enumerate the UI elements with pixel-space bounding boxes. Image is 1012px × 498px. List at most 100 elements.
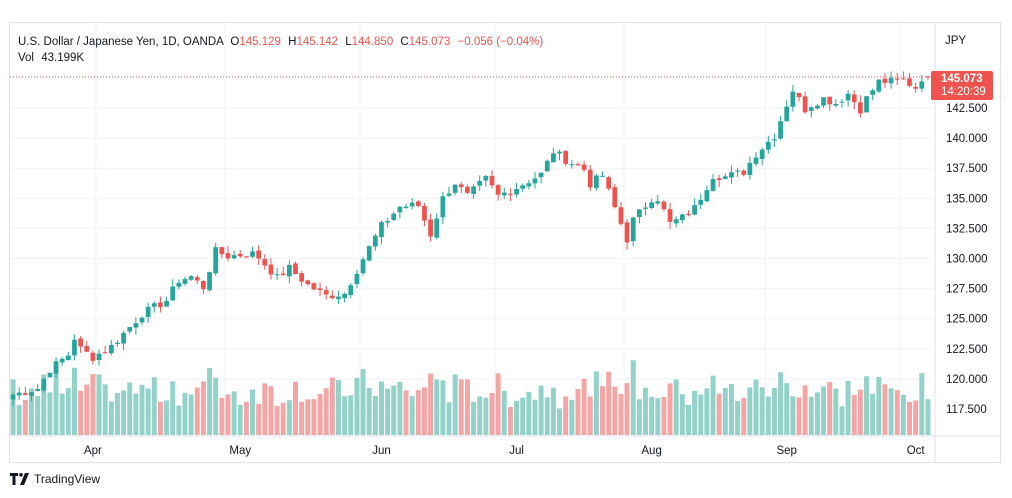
volume-bar	[741, 397, 747, 435]
candle-body	[870, 90, 876, 95]
volume-bar	[421, 387, 427, 435]
candle-body	[440, 196, 446, 218]
candle-body	[96, 353, 102, 361]
candle-body	[532, 178, 538, 184]
candle-body	[41, 378, 47, 391]
volume-bar	[471, 401, 477, 435]
volume-bar	[434, 379, 440, 435]
candle-body	[839, 101, 845, 103]
candle-body	[925, 76, 931, 78]
candle-body	[575, 164, 581, 166]
volume-bar	[243, 401, 249, 435]
brand-attribution[interactable]: TradingView	[10, 472, 100, 486]
volume-bar	[778, 372, 784, 435]
volume-bar	[225, 394, 231, 435]
volume-bar	[102, 384, 108, 435]
candle-body	[845, 93, 851, 101]
candle-body	[483, 175, 489, 181]
volume-bar	[495, 373, 501, 435]
volume-bar	[636, 399, 642, 435]
y-tick-label: 120.000	[946, 374, 988, 386]
y-tick-label: 142.500	[946, 103, 988, 115]
volume-bar	[679, 394, 685, 435]
price-axis-currency[interactable]: JPY	[945, 35, 967, 47]
volume-bar	[256, 403, 262, 435]
candle-body	[581, 164, 587, 170]
volume-bar	[200, 381, 206, 435]
volume-bar	[814, 392, 820, 435]
candle-body	[127, 326, 133, 332]
volume-bar	[379, 381, 384, 435]
volume-bar	[802, 385, 808, 435]
candle-body	[108, 344, 114, 354]
volume-bar	[483, 397, 489, 435]
candle-body	[624, 222, 630, 243]
candle-body	[557, 151, 562, 154]
volume-label[interactable]: Vol	[18, 52, 34, 64]
volume-bar	[464, 379, 470, 435]
candle-body	[741, 170, 747, 175]
candle-body	[716, 178, 722, 181]
volume-bar	[569, 399, 575, 435]
y-tick-label: 130.000	[946, 254, 988, 266]
candle-body	[452, 184, 458, 193]
volume-bar	[114, 392, 120, 435]
legend-open-value: 145.129	[239, 36, 281, 48]
candle-body	[508, 193, 513, 195]
volume-bar	[59, 393, 65, 435]
y-tick-label: 140.000	[946, 133, 988, 145]
volume-bar	[354, 377, 360, 435]
candle-body	[587, 169, 593, 188]
legend-high-value: 145.142	[296, 36, 339, 48]
candle-body	[679, 214, 685, 220]
volume-bar	[563, 396, 569, 435]
candle-body	[778, 121, 783, 139]
candle-body	[207, 272, 212, 291]
candle-body	[293, 263, 298, 274]
candle-body	[422, 205, 427, 221]
volume-bar	[821, 386, 827, 435]
x-tick-label: May	[229, 445, 251, 457]
candle-body	[35, 389, 40, 392]
candle-body	[225, 253, 231, 259]
y-tick-label: 122.500	[946, 344, 988, 356]
volume-bar	[581, 378, 587, 435]
volume-bar	[851, 394, 857, 435]
candle-body	[618, 207, 624, 224]
candle-body	[274, 274, 280, 276]
volume-bar	[507, 406, 513, 435]
candle-body	[151, 303, 157, 307]
candle-body	[747, 162, 753, 176]
candle-body	[158, 302, 163, 308]
volume-bar	[649, 396, 655, 435]
candle-body	[563, 150, 569, 164]
legend-symbol[interactable]: U.S. Dollar / Japanese Yen, 1D, OANDA	[18, 36, 224, 48]
volume-bar	[29, 388, 34, 435]
volume-bar	[35, 395, 41, 435]
volume-bar	[876, 376, 882, 435]
candle-body	[53, 361, 59, 374]
candle-body	[268, 264, 274, 275]
legend-open-label: O	[230, 36, 240, 48]
volume-bar	[661, 396, 667, 435]
candle-body	[790, 91, 796, 107]
volume-bar	[262, 383, 268, 435]
candle-body	[219, 247, 225, 255]
candle-body	[458, 184, 464, 188]
volume-bar	[808, 396, 814, 435]
volume-bar	[728, 383, 734, 435]
volume-bar	[237, 404, 243, 435]
candle-body	[612, 187, 618, 208]
y-tick-label: 135.000	[946, 193, 988, 205]
x-tick-label: Apr	[84, 445, 102, 457]
legend-close-value: 145.073	[408, 36, 451, 48]
candle-body	[526, 183, 532, 187]
volume-bar	[698, 394, 704, 435]
candle-body	[164, 301, 169, 307]
candle-body	[753, 157, 759, 164]
legend-low-value: 144.850	[351, 36, 394, 48]
volume-bar	[790, 396, 796, 435]
volume-bar	[864, 376, 869, 435]
x-tick-label: Jun	[372, 445, 391, 457]
